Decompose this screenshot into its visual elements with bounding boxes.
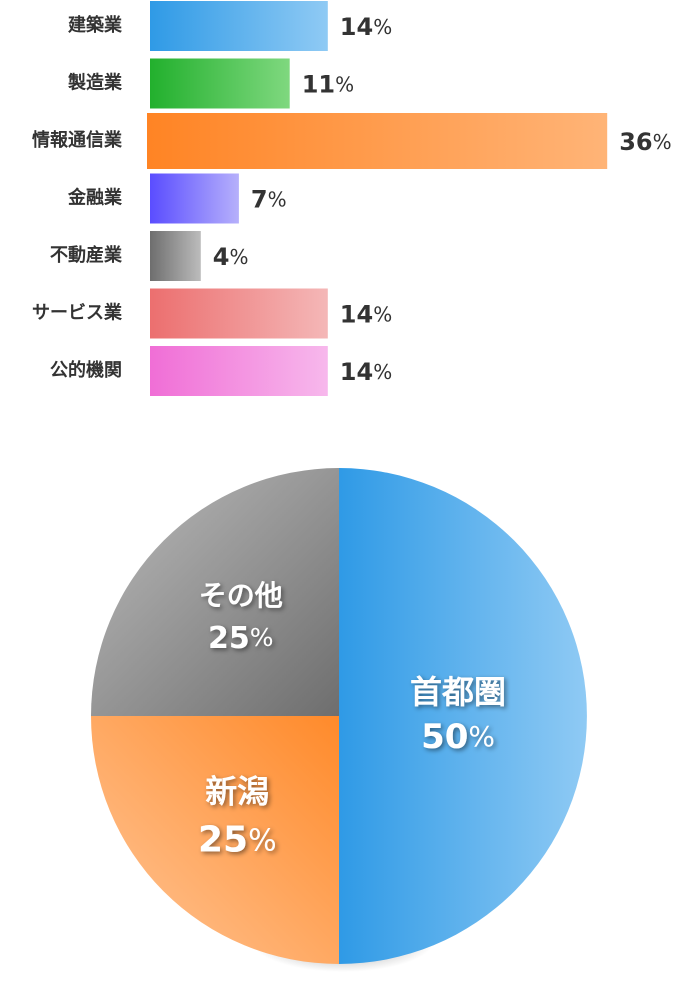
category-label: 不動産業	[50, 244, 123, 266]
pie-slice-value: 25%	[208, 620, 274, 655]
bar-value-label: 7%	[251, 186, 287, 214]
category-label: 情報通信業	[32, 129, 123, 151]
pie-slice-label: その他	[199, 579, 283, 612]
bar-value-label: 36%	[619, 128, 671, 156]
category-label: 公的機関	[50, 359, 122, 381]
bar	[150, 346, 328, 396]
pie-slice-value: 25%	[198, 820, 277, 861]
industry-bar-chart: 建築業 14% 製造業 11% 情報通信業 36% 金融業 7% 不動産業 4% サービス業 14% 公…	[32, 1, 672, 396]
bar-value-label: 14%	[340, 358, 392, 386]
bar-value-label: 14%	[340, 301, 392, 329]
bar	[150, 173, 239, 224]
bar-value-label: 4%	[213, 243, 249, 271]
pie-slice-label: 首都圏	[410, 673, 506, 711]
bar	[150, 231, 201, 281]
pie-slice-value: 50%	[421, 717, 495, 757]
region-pie-chart: 首都圏 50% 新潟 25% その他 25%	[91, 468, 587, 972]
bar	[150, 1, 328, 51]
bar	[147, 113, 608, 169]
bar-value-label: 11%	[302, 71, 354, 99]
bar	[150, 288, 328, 339]
pie-slice	[91, 716, 339, 964]
category-label: サービス業	[32, 302, 123, 324]
category-label: 建築業	[68, 14, 123, 36]
pie-slice	[91, 468, 339, 716]
bar-value-label: 14%	[340, 13, 392, 41]
category-label: 製造業	[67, 72, 123, 94]
pie-slice-label: 新潟	[205, 773, 269, 811]
category-label: 金融業	[67, 187, 123, 209]
bar	[150, 58, 290, 109]
pie-slice	[339, 468, 587, 964]
